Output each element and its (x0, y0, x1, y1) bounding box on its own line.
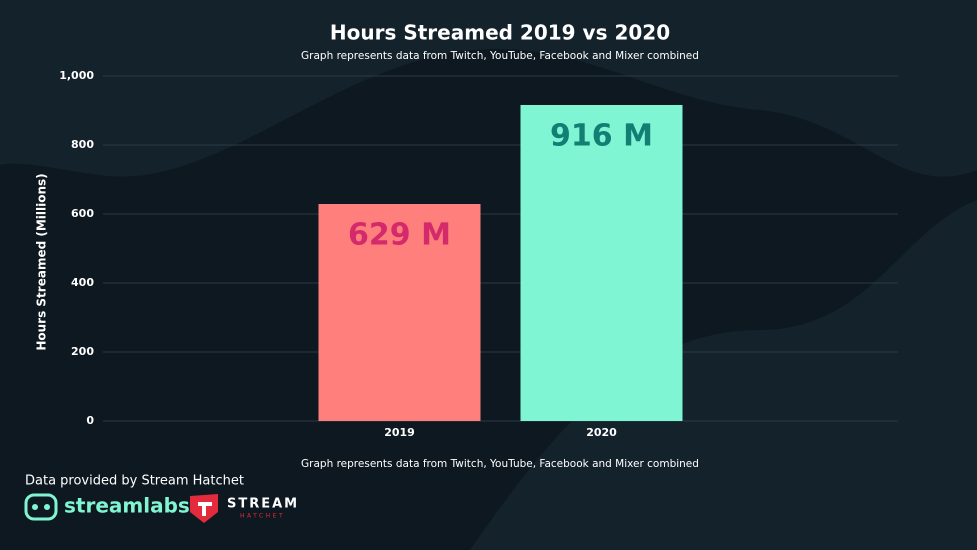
logo-icon (198, 502, 212, 516)
bar (520, 104, 683, 421)
source-note: Data provided by Stream Hatchet (25, 474, 244, 489)
y-tick-label: 600 (71, 207, 94, 220)
y-tick-label: 1,000 (59, 69, 94, 82)
data-label: 629 M (348, 217, 451, 252)
logo-text: HATCHET (240, 513, 285, 520)
y-tick-label: 400 (71, 276, 94, 289)
y-tick-label: 0 (86, 414, 94, 427)
y-tick-label: 800 (71, 138, 94, 151)
logo-icon (24, 493, 58, 521)
background-swoosh (470, 200, 977, 550)
background-swoosh (0, 0, 977, 177)
y-tick-label: 200 (71, 345, 94, 358)
chart-subtitle: Graph represents data from Twitch, YouTu… (301, 50, 699, 62)
stream-hatchet-logo: STREAM HATCHET (190, 494, 299, 523)
data-label: 916 M (550, 118, 653, 153)
x-tick-label: 2020 (586, 426, 617, 439)
logo-text: streamlabs (64, 494, 190, 518)
y-axis-label: Hours Streamed (Millions) (35, 173, 49, 350)
x-tick-label: 2019 (384, 426, 415, 439)
chart-title: Hours Streamed 2019 vs 2020 (330, 21, 670, 45)
streamlabs-logo: streamlabs (24, 493, 190, 521)
logo-icon (44, 504, 50, 510)
footnote: Graph represents data from Twitch, YouTu… (301, 458, 699, 470)
logo-icon (32, 504, 38, 510)
logo-text: STREAM (227, 497, 299, 512)
bar (318, 203, 481, 421)
